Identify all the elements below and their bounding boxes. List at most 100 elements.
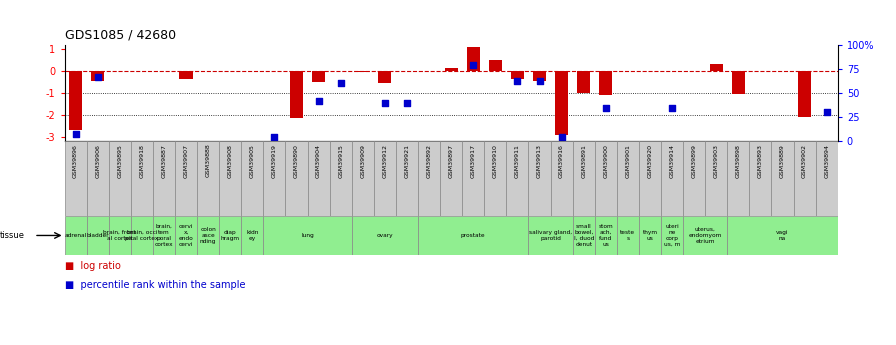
Bar	[488, 60, 502, 71]
Bar	[65, 216, 87, 255]
Bar	[749, 141, 771, 216]
Bar	[683, 141, 705, 216]
Text: GSM39912: GSM39912	[383, 144, 387, 178]
Bar	[705, 141, 728, 216]
Bar	[529, 216, 573, 255]
Text: GSM39892: GSM39892	[426, 144, 432, 178]
Bar	[220, 216, 241, 255]
Bar	[815, 141, 838, 216]
Point	[532, 78, 547, 83]
Bar	[639, 141, 661, 216]
Bar	[595, 216, 616, 255]
Bar	[396, 141, 418, 216]
Point	[820, 110, 834, 115]
Text: GSM39900: GSM39900	[603, 144, 608, 178]
Text: thym
us: thym us	[642, 230, 658, 241]
Text: GSM39889: GSM39889	[780, 144, 785, 178]
Text: GSM39907: GSM39907	[184, 144, 188, 178]
Point	[510, 78, 524, 83]
Bar	[728, 141, 749, 216]
Text: GSM39917: GSM39917	[470, 144, 476, 178]
Bar	[771, 141, 794, 216]
Bar	[352, 141, 374, 216]
Text: adrenal: adrenal	[65, 233, 87, 238]
Text: kidn
ey: kidn ey	[246, 230, 258, 241]
Point	[599, 105, 613, 110]
Text: GSM39911: GSM39911	[515, 144, 520, 178]
Text: GSM39891: GSM39891	[582, 144, 586, 178]
Bar	[573, 216, 595, 255]
Point	[68, 131, 82, 137]
Text: GSM39906: GSM39906	[95, 144, 100, 178]
Text: tissue: tissue	[0, 231, 25, 240]
Bar	[65, 141, 87, 216]
Bar	[533, 71, 547, 81]
Text: cervi
x,
endo
cervi: cervi x, endo cervi	[178, 224, 194, 247]
Bar	[794, 141, 815, 216]
Bar	[440, 141, 462, 216]
Bar	[197, 216, 220, 255]
Text: prostate: prostate	[461, 233, 486, 238]
Bar	[418, 141, 440, 216]
Text: teste
s: teste s	[620, 230, 635, 241]
Point	[555, 134, 569, 139]
Bar	[683, 216, 728, 255]
Text: ■  percentile rank within the sample: ■ percentile rank within the sample	[65, 280, 245, 290]
Text: GSM39896: GSM39896	[73, 144, 78, 178]
Bar	[290, 71, 303, 118]
Text: colon
asce
nding: colon asce nding	[200, 227, 216, 244]
Bar	[220, 141, 241, 216]
Text: GSM39920: GSM39920	[648, 144, 652, 178]
Bar	[307, 141, 330, 216]
Text: uteri
ne
corp
us, m: uteri ne corp us, m	[664, 224, 680, 247]
Bar	[263, 216, 352, 255]
Bar	[356, 71, 369, 72]
Bar	[312, 71, 325, 82]
Text: small
bowel,
I, duod
denut: small bowel, I, duod denut	[573, 224, 594, 247]
Text: GSM39913: GSM39913	[537, 144, 542, 178]
Bar	[595, 141, 616, 216]
Point	[378, 100, 392, 106]
Bar	[728, 216, 838, 255]
Bar	[710, 63, 723, 71]
Bar	[131, 141, 153, 216]
Bar	[87, 141, 108, 216]
Point	[400, 100, 414, 106]
Bar	[484, 141, 506, 216]
Bar	[550, 141, 573, 216]
Text: brain, front
al cortex: brain, front al cortex	[103, 230, 136, 241]
Bar	[108, 216, 131, 255]
Bar	[462, 141, 484, 216]
Bar	[175, 141, 197, 216]
Text: GSM39890: GSM39890	[294, 144, 299, 178]
Point	[665, 105, 679, 110]
Text: GSM39897: GSM39897	[449, 144, 453, 178]
Text: diap
hragm: diap hragm	[220, 230, 240, 241]
Point	[267, 134, 281, 139]
Text: GSM39910: GSM39910	[493, 144, 498, 178]
Bar	[616, 216, 639, 255]
Bar	[573, 141, 595, 216]
Bar	[555, 71, 568, 135]
Text: GSM39905: GSM39905	[250, 144, 254, 178]
Bar	[197, 141, 220, 216]
Text: brain, occi
pital cortex: brain, occi pital cortex	[125, 230, 159, 241]
Text: GSM39888: GSM39888	[205, 144, 211, 177]
Bar	[87, 216, 108, 255]
Bar	[378, 71, 392, 83]
Bar	[577, 71, 590, 93]
Bar	[418, 216, 529, 255]
Text: GSM39921: GSM39921	[404, 144, 409, 178]
Bar	[179, 71, 193, 79]
Point	[466, 62, 480, 68]
Bar	[732, 71, 745, 94]
Bar	[467, 47, 480, 71]
Bar	[286, 141, 307, 216]
Text: GSM39909: GSM39909	[360, 144, 366, 178]
Text: GSM39894: GSM39894	[824, 144, 829, 178]
Text: GSM39895: GSM39895	[117, 144, 122, 178]
Text: GDS1085 / 42680: GDS1085 / 42680	[65, 28, 176, 41]
Text: GSM39918: GSM39918	[140, 144, 144, 178]
Bar	[330, 141, 352, 216]
Text: GSM39919: GSM39919	[271, 144, 277, 178]
